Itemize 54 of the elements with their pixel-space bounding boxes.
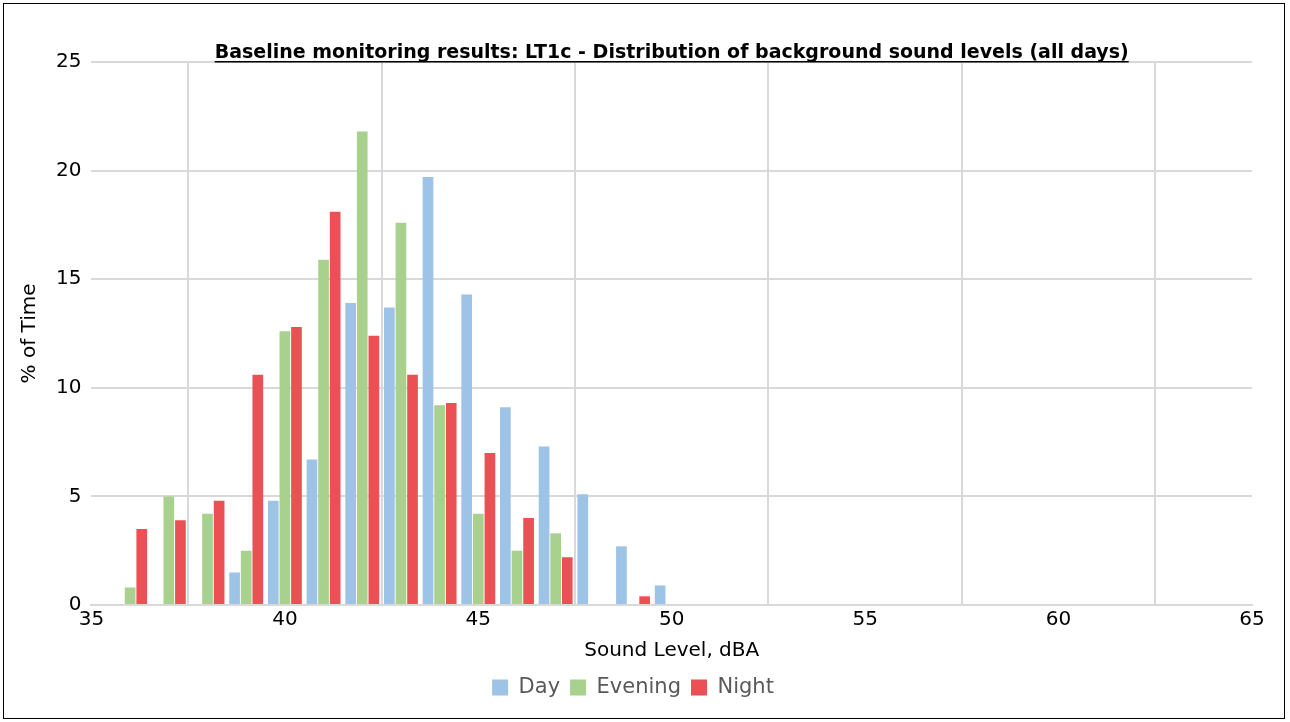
bar [434,405,445,604]
legend-label: Night [717,673,774,698]
x-tick-label: 60 [1045,606,1072,631]
bar [445,403,457,604]
bar [368,335,380,604]
bar [383,307,395,604]
y-tick-label: 10 [56,374,82,398]
y-tick-label: 25 [56,48,82,73]
bar [538,446,550,604]
bar [395,222,407,604]
bar [252,374,264,604]
bar [267,500,279,604]
y-tick-label: 5 [68,482,82,507]
legend-label: Day [518,673,561,698]
bar [523,518,534,604]
bar [511,550,523,604]
bar [639,596,650,604]
bar [461,294,473,604]
bar [484,452,496,604]
bar [136,528,148,604]
x-tick-label: 50 [659,606,685,631]
bar [472,513,484,604]
x-axis-title: Sound Level, dBA [584,637,760,662]
bar [318,259,329,604]
bar [279,331,291,604]
bar [345,303,356,604]
x-tick-label: 55 [852,606,878,631]
bar [577,494,589,604]
bar [500,407,511,604]
x-tick-label: 65 [1239,606,1265,631]
bar [240,550,252,604]
bar [329,211,341,604]
bar [561,557,573,604]
chart-title: Baseline monitoring results: LT1c - Distribution of background sound levels (all days) [214,40,1129,62]
bar [654,585,666,604]
y-tick-label: 15 [56,265,82,290]
x-tick-label: 40 [272,606,298,631]
legend-label: Evening [596,673,681,698]
bar [202,513,213,604]
bar [306,459,318,604]
bar [291,326,302,604]
bar [616,546,627,604]
y-axis-title: % of Time [16,283,41,384]
bar [229,572,240,604]
bar [175,520,186,604]
bar [124,587,136,604]
bar [550,533,562,604]
bar [422,177,434,604]
bar [407,374,418,604]
bar [163,496,175,604]
y-tick-label: 20 [56,156,82,181]
x-tick-label: 45 [465,606,492,631]
bar [356,131,368,604]
bar [213,500,225,604]
